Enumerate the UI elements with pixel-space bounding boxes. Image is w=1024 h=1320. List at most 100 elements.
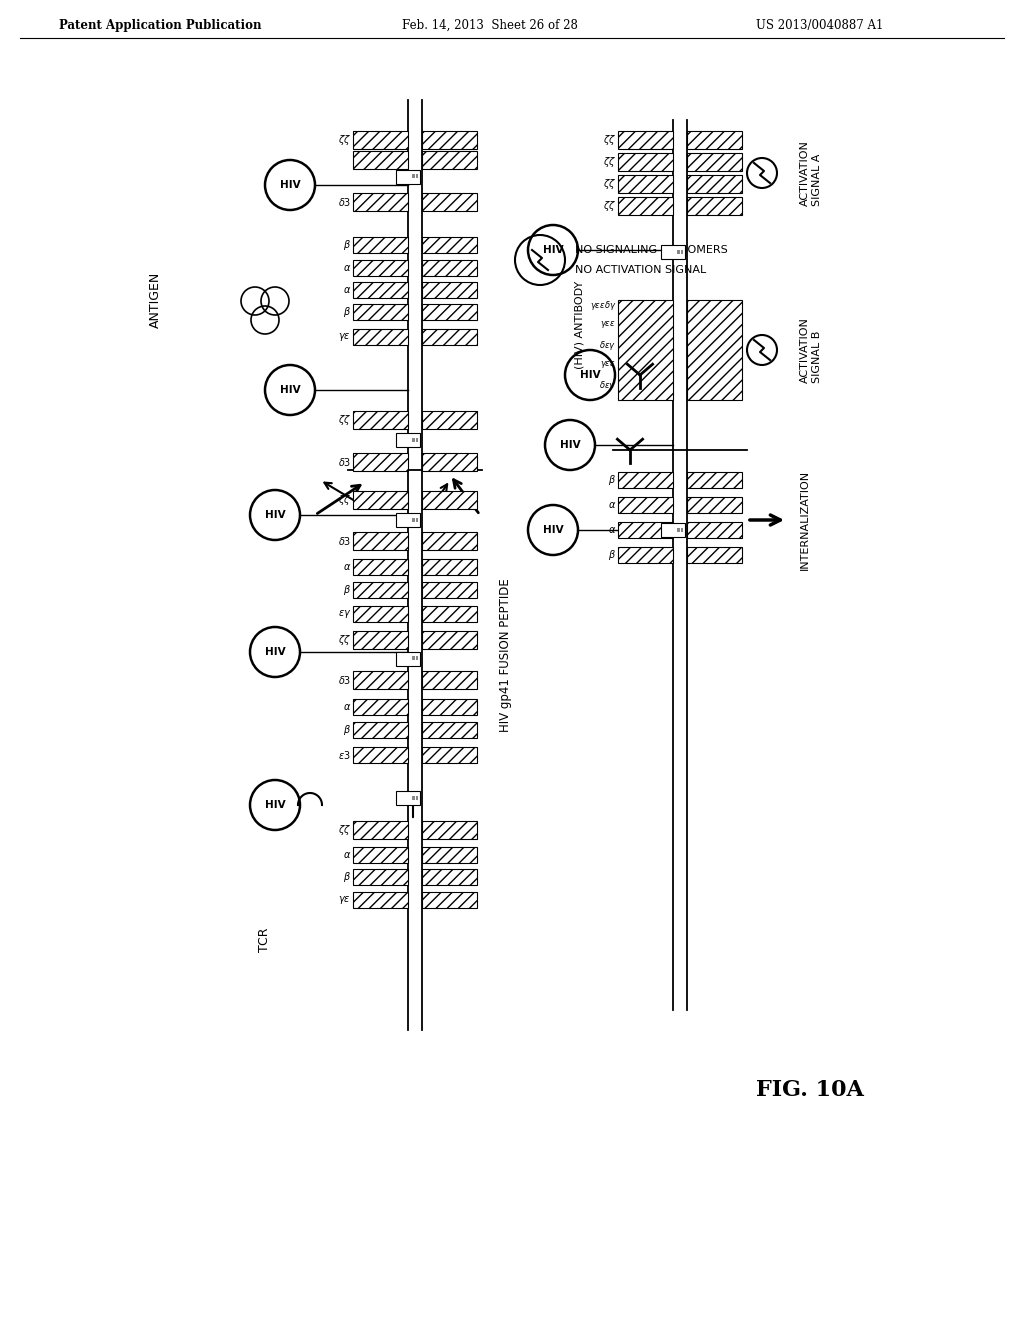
Text: HIV: HIV	[543, 525, 563, 535]
Text: HIV gp41 FUSION PEPTIDE: HIV gp41 FUSION PEPTIDE	[499, 578, 512, 731]
Text: Patent Application Publication: Patent Application Publication	[58, 18, 261, 32]
Text: $\varepsilon3$: $\varepsilon3$	[338, 748, 351, 762]
Bar	[396, 652, 420, 667]
Text: $\gamma\varepsilon\varepsilon$: $\gamma\varepsilon\varepsilon$	[600, 359, 616, 371]
Text: $\delta3$: $\delta3$	[338, 455, 351, 469]
Bar	[353, 453, 408, 471]
Bar	[662, 523, 685, 537]
Bar	[422, 150, 477, 169]
Bar	[396, 170, 420, 183]
Bar	[353, 606, 408, 622]
Bar	[422, 892, 477, 908]
Text: $\zeta\zeta$: $\zeta\zeta$	[603, 154, 616, 169]
Bar	[353, 260, 408, 276]
Bar	[618, 473, 673, 488]
Bar	[422, 260, 477, 276]
Bar	[353, 869, 408, 884]
Bar	[422, 238, 477, 253]
Text: HIV: HIV	[580, 370, 600, 380]
Bar	[422, 491, 477, 510]
Text: $\alpha$: $\alpha$	[343, 702, 351, 711]
Text: (HIV) ANTIBODY: (HIV) ANTIBODY	[575, 281, 585, 370]
Bar	[422, 631, 477, 649]
Bar	[422, 532, 477, 550]
Text: $\zeta\zeta$: $\zeta\zeta$	[603, 177, 616, 191]
Bar	[618, 131, 673, 149]
Text: NO ACTIVATION SIGNAL: NO ACTIVATION SIGNAL	[575, 265, 707, 275]
Bar	[353, 131, 408, 149]
Bar	[618, 153, 673, 172]
Text: FIG. 10A: FIG. 10A	[756, 1078, 864, 1101]
Text: HIV: HIV	[280, 385, 300, 395]
Text: $\zeta\zeta$: $\zeta\zeta$	[338, 634, 351, 647]
Bar	[353, 304, 408, 319]
Bar	[422, 700, 477, 715]
Bar	[353, 700, 408, 715]
Bar	[662, 246, 685, 259]
Bar	[618, 521, 673, 539]
Text: $\delta3$: $\delta3$	[338, 195, 351, 209]
Text: $\delta\varepsilon\gamma$: $\delta\varepsilon\gamma$	[599, 379, 616, 392]
Bar	[353, 491, 408, 510]
Bar	[396, 791, 420, 805]
Text: $\beta$: $\beta$	[343, 870, 351, 884]
Bar	[353, 193, 408, 211]
Bar	[422, 304, 477, 319]
Bar	[687, 153, 742, 172]
Text: $\zeta\zeta$: $\zeta\zeta$	[603, 133, 616, 147]
Text: HIV: HIV	[543, 246, 563, 255]
Text: $\gamma\varepsilon$: $\gamma\varepsilon$	[338, 331, 351, 343]
Bar	[687, 473, 742, 488]
Text: Feb. 14, 2013  Sheet 26 of 28: Feb. 14, 2013 Sheet 26 of 28	[402, 18, 578, 32]
Text: US 2013/0040887 A1: US 2013/0040887 A1	[757, 18, 884, 32]
Bar	[422, 329, 477, 345]
Text: $\delta\varepsilon\gamma$: $\delta\varepsilon\gamma$	[599, 338, 616, 351]
Text: $\alpha$: $\alpha$	[607, 525, 616, 535]
Bar	[353, 329, 408, 345]
Bar	[353, 747, 408, 763]
Bar	[687, 300, 742, 400]
Bar	[353, 282, 408, 298]
Text: $\alpha$: $\alpha$	[343, 850, 351, 861]
Text: $\delta3$: $\delta3$	[338, 675, 351, 686]
Text: HIV: HIV	[264, 647, 286, 657]
Bar	[353, 631, 408, 649]
Bar	[422, 558, 477, 576]
Bar	[353, 892, 408, 908]
Text: $\gamma\varepsilon\varepsilon$: $\gamma\varepsilon\varepsilon$	[600, 319, 616, 330]
Bar	[422, 722, 477, 738]
Text: $\beta$: $\beta$	[608, 473, 616, 487]
Bar	[353, 722, 408, 738]
Bar	[353, 558, 408, 576]
Bar	[353, 671, 408, 689]
Bar	[687, 131, 742, 149]
Bar	[618, 300, 673, 400]
Bar	[422, 747, 477, 763]
Bar	[353, 150, 408, 169]
Bar	[353, 582, 408, 598]
Bar	[687, 197, 742, 215]
Bar	[353, 847, 408, 863]
Bar	[687, 176, 742, 193]
Text: HIV: HIV	[560, 440, 581, 450]
Text: HIV: HIV	[264, 510, 286, 520]
Text: HIV: HIV	[264, 800, 286, 810]
Bar	[618, 197, 673, 215]
Text: $\zeta\zeta$: $\zeta\zeta$	[338, 133, 351, 147]
Text: $\zeta\zeta$: $\zeta\zeta$	[338, 492, 351, 507]
Text: $\alpha$: $\alpha$	[343, 562, 351, 572]
Text: $\alpha$: $\alpha$	[343, 285, 351, 294]
Text: $\zeta\zeta$: $\zeta\zeta$	[603, 199, 616, 213]
Text: NO SIGNALING OLIGOMERS: NO SIGNALING OLIGOMERS	[575, 246, 728, 255]
Text: IIIII: IIIII	[676, 249, 684, 255]
Bar	[396, 513, 420, 527]
Text: $\beta$: $\beta$	[343, 305, 351, 319]
Text: IIIII: IIIII	[412, 174, 419, 180]
Text: IIIII: IIIII	[412, 656, 419, 661]
Bar	[353, 532, 408, 550]
Bar	[396, 433, 420, 447]
Bar	[618, 498, 673, 513]
Text: ACTIVATION
SIGNAL B: ACTIVATION SIGNAL B	[800, 317, 821, 383]
Text: ACTIVATION
SIGNAL A: ACTIVATION SIGNAL A	[800, 140, 821, 206]
Text: $\beta$: $\beta$	[343, 583, 351, 597]
